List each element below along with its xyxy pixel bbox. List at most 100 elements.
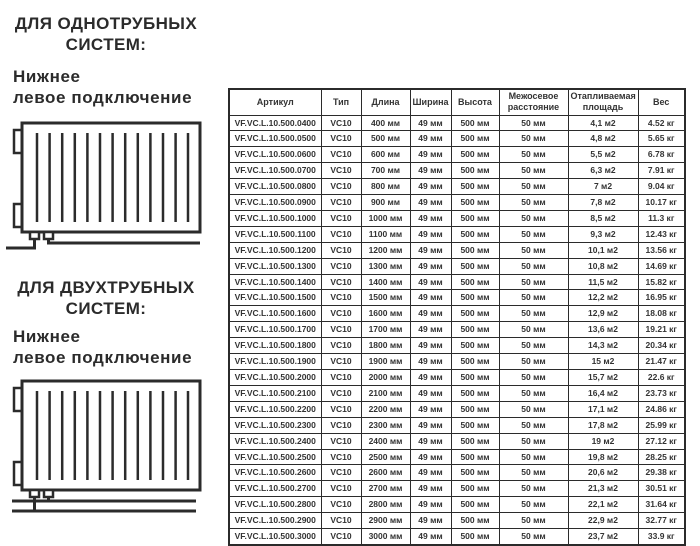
table-cell: 50 мм [498, 257, 569, 275]
table-cell: 7 м2 [567, 178, 639, 196]
table-cell: VC10 [320, 480, 362, 498]
table-cell: VF.VC.L.10.500.2900 [228, 512, 322, 530]
table-cell: 49 мм [409, 146, 452, 164]
table-row: VF.VC.L.10.500.1100 VC10 1100 мм 49 мм 500 м… [228, 225, 686, 243]
connection-stub [28, 488, 41, 499]
radiator-diagram-single-pipe [6, 121, 202, 250]
table-row: VF.VC.L.10.500.2400 VC10 2400 мм 49 мм 500 м… [228, 432, 686, 450]
table-cell: 2600 мм [360, 464, 411, 482]
table-cell: 50 мм [498, 353, 569, 370]
connection-stub [28, 230, 41, 241]
table-cell: VF.VC.L.10.500.2300 [228, 416, 322, 434]
table-cell: 12,2 м2 [567, 289, 639, 307]
table-cell: 50 мм [498, 321, 569, 339]
table-cell: 14,3 м2 [567, 337, 639, 355]
table-cell: 13,6 м2 [567, 321, 639, 339]
table-cell: VF.VC.L.10.500.1500 [228, 289, 322, 307]
table-cell: 31.64 кг [637, 496, 686, 514]
table-cell: 500 мм [450, 337, 500, 355]
table-cell: 7.91 кг [637, 162, 686, 180]
table-cell: 2400 мм [360, 432, 411, 450]
table-cell: 4,8 м2 [567, 130, 639, 148]
table-cell: VC10 [320, 162, 362, 180]
table-cell: 50 мм [498, 337, 569, 355]
column-header: Ширина [409, 88, 452, 116]
table-cell: 500 мм [450, 464, 500, 482]
table-cell: 17,1 м2 [567, 400, 639, 418]
table-cell: 500 мм [450, 480, 500, 498]
title-line: СИСТЕМ: [65, 299, 147, 318]
table-cell: VF.VC.L.10.500.2800 [228, 496, 322, 514]
table-cell: 25.99 кг [637, 416, 686, 434]
table-cell: 9.04 кг [637, 178, 686, 196]
table-cell: 16,4 м2 [567, 384, 639, 402]
table-cell: 1300 мм [360, 257, 411, 275]
column-header: Тип [320, 88, 362, 116]
table-cell: 21.47 кг [637, 353, 686, 370]
table-cell: 50 мм [498, 512, 569, 530]
table-cell: VF.VC.L.10.500.0900 [228, 194, 322, 211]
table-cell: VF.VC.L.10.500.1700 [228, 321, 322, 339]
table-cell: 500 мм [450, 273, 500, 291]
table-cell: VC10 [320, 146, 362, 164]
table-cell: 500 мм [450, 130, 500, 148]
title-line: СИСТЕМ: [65, 35, 147, 54]
table-row: VF.VC.L.10.500.2900 VC10 2900 мм 49 мм 500 м… [228, 512, 686, 530]
table-row: VF.VC.L.10.500.2300 VC10 2300 мм 49 мм 500 м… [228, 416, 686, 434]
table-cell: 49 мм [409, 257, 452, 275]
table-cell: VF.VC.L.10.500.2100 [228, 384, 322, 402]
table-cell: VC10 [320, 321, 362, 339]
table-cell: 13.56 кг [637, 241, 686, 259]
table-cell: VC10 [320, 305, 362, 323]
two-pipe-section-title: ДЛЯ ДВУХТРУБНЫХ СИСТЕМ: [0, 277, 212, 319]
table-cell: 49 мм [409, 464, 452, 482]
table-cell: VC10 [320, 257, 362, 275]
table-cell: 49 мм [409, 321, 452, 339]
table-cell: 50 мм [498, 194, 569, 211]
table-cell: 1000 мм [360, 209, 411, 227]
table-cell: 11.3 кг [637, 209, 686, 227]
table-cell: 49 мм [409, 305, 452, 323]
table-cell: 15,7 м2 [567, 369, 639, 386]
radiator-body [20, 379, 202, 492]
table-cell: VF.VC.L.10.500.1300 [228, 257, 322, 275]
table-row: VF.VC.L.10.500.0900 VC10 900 мм 49 мм 500 мм… [228, 194, 686, 211]
table-cell: 500 мм [450, 369, 500, 386]
table-cell: VF.VC.L.10.500.3000 [228, 528, 322, 546]
table-cell: 19.21 кг [637, 321, 686, 339]
table-cell: 50 мм [498, 289, 569, 307]
table-cell: 49 мм [409, 528, 452, 546]
table-cell: VC10 [320, 496, 362, 514]
table-cell: 14.69 кг [637, 257, 686, 275]
table-cell: 500 мм [450, 321, 500, 339]
table-cell: 500 мм [450, 432, 500, 450]
table-cell: VF.VC.L.10.500.2700 [228, 480, 322, 498]
spec-table-container: Артикул Тип Длина Ширина Высота Межосевое рас… [228, 88, 686, 546]
subtitle-line: Нижнее [13, 67, 81, 86]
table-cell: VC10 [320, 369, 362, 386]
table-cell: VC10 [320, 289, 362, 307]
table-cell: 50 мм [498, 146, 569, 164]
table-cell: VF.VC.L.10.500.0800 [228, 178, 322, 196]
table-cell: 500 мм [450, 416, 500, 434]
table-cell: 50 мм [498, 130, 569, 148]
table-cell: 500 мм [450, 528, 500, 546]
table-cell: VF.VC.L.10.500.2500 [228, 448, 322, 466]
subtitle-line: Нижнее [13, 327, 81, 346]
table-cell: 15 м2 [567, 353, 639, 370]
table-cell: 50 мм [498, 162, 569, 180]
table-cell: VF.VC.L.10.500.2200 [228, 400, 322, 418]
table-cell: 29.38 кг [637, 464, 686, 482]
table-cell: 11,5 м2 [567, 273, 639, 291]
table-cell: VC10 [320, 464, 362, 482]
radiator-fins [35, 391, 190, 480]
table-cell: 2000 мм [360, 369, 411, 386]
single-pipe-connection-label: Нижнее левое подключение [13, 66, 192, 108]
table-row: VF.VC.L.10.500.1500 VC10 1500 мм 49 мм 500 м… [228, 289, 686, 307]
table-cell: 50 мм [498, 464, 569, 482]
connection-stub [42, 230, 55, 241]
table-cell: 49 мм [409, 512, 452, 530]
table-cell: 500 мм [450, 241, 500, 259]
table-cell: 6.78 кг [637, 146, 686, 164]
table-cell: 16.95 кг [637, 289, 686, 307]
